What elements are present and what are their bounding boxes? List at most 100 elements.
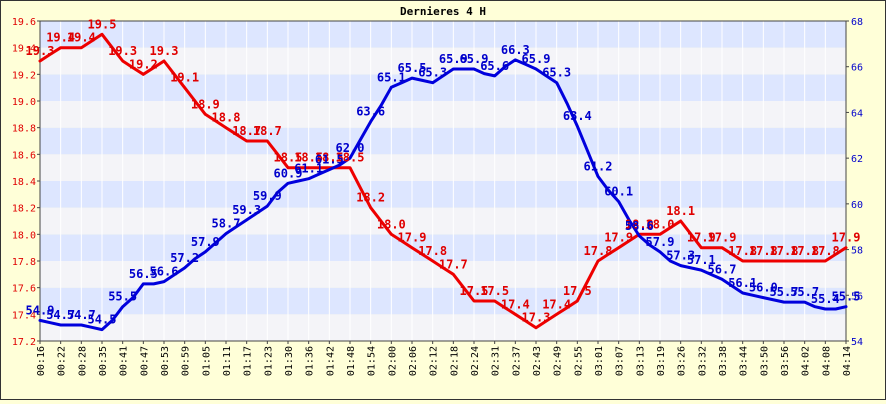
x-tick-label: 03:19 — [656, 346, 667, 376]
data-labels: 19.319.419.419.519.319.219.319.118.918.8… — [26, 17, 861, 326]
data-label: 59.3 — [232, 203, 261, 217]
data-label: 19.4 — [67, 31, 96, 45]
data-label: 17.9 — [398, 231, 427, 245]
y-right-tick-label: 68 — [851, 17, 863, 28]
y-right-tick-label: 62 — [851, 154, 863, 165]
data-label: 54.7 — [46, 308, 75, 322]
data-label: 61.2 — [584, 159, 613, 173]
series-line-left-axis — [38, 32, 848, 330]
y-right-tick-label: 60 — [851, 200, 863, 211]
x-tick-label: 03:26 — [677, 346, 688, 376]
data-label: 54.5 — [88, 313, 117, 327]
y-right-tick-label: 58 — [851, 246, 863, 257]
x-tick-label: 02:49 — [553, 346, 564, 376]
x-tick-label: 01:54 — [367, 346, 378, 376]
x-tick-label: 02:18 — [449, 346, 460, 376]
data-label: 60.9 — [274, 166, 303, 180]
data-label: 63.4 — [563, 109, 592, 123]
data-label: 17.9 — [604, 231, 633, 245]
x-axis: 00:16 00:22 00:28 00:35 00:41 00:47 00:53 00:59… — [36, 341, 853, 376]
data-label: 19.3 — [150, 44, 179, 58]
x-tick-label: 01:11 — [222, 346, 233, 376]
data-label: 18.9 — [191, 97, 220, 111]
plot-band — [40, 74, 846, 101]
x-tick-label: 02:55 — [573, 346, 584, 376]
data-label: 65.9 — [460, 52, 489, 66]
y-left-tick-label: 19.6 — [12, 17, 36, 28]
data-label: 57.1 — [687, 253, 716, 267]
x-tick-label: 03:38 — [718, 346, 729, 376]
data-label: 19.4 — [46, 31, 75, 45]
data-label: 17.4 — [501, 297, 530, 311]
data-label: 17.8 — [790, 244, 819, 258]
x-tick-label: 01:42 — [325, 346, 336, 376]
plot-background — [40, 21, 846, 341]
x-tick-label: 03:07 — [615, 346, 626, 376]
data-label: 17.5 — [480, 284, 509, 298]
data-label: 56.5 — [129, 267, 158, 281]
x-tick-label: 01:17 — [243, 346, 254, 376]
data-label: 17.5 — [563, 284, 592, 298]
plot-band — [40, 101, 846, 128]
data-label: 54.9 — [26, 303, 55, 317]
y-left-tick-label: 18.2 — [12, 204, 36, 215]
data-label: 17.7 — [439, 257, 468, 271]
data-label: 17.5 — [460, 284, 489, 298]
y-axis-right: 54 56 58 60 62 64 66 68 — [846, 17, 863, 348]
y-right-tick-label: 54 — [851, 337, 863, 348]
y-left-tick-label: 17.4 — [12, 310, 36, 321]
data-label: 66.3 — [501, 43, 530, 57]
data-label: 19.5 — [88, 17, 117, 31]
y-left-tick-label: 18.4 — [12, 177, 36, 188]
plot-band — [40, 181, 846, 208]
y-left-tick-label: 18.6 — [12, 150, 36, 161]
x-tick-label: 03:13 — [635, 346, 646, 376]
x-tick-label: 00:35 — [98, 346, 109, 376]
data-label: 18.5 — [294, 151, 323, 165]
data-label: 17.8 — [749, 244, 778, 258]
y-left-tick-label: 17.8 — [12, 257, 36, 268]
data-label: 17.3 — [522, 311, 551, 325]
x-tick-label: 02:06 — [408, 346, 419, 376]
data-label: 65.9 — [439, 52, 468, 66]
data-label: 59.9 — [253, 189, 282, 203]
x-tick-label: 02:00 — [387, 346, 398, 376]
y-left-tick-label: 19.4 — [12, 44, 36, 55]
y-left-tick-label: 19.2 — [12, 70, 36, 81]
data-label: 65.3 — [542, 66, 571, 80]
series-lines — [38, 32, 848, 332]
x-tick-label: 04:02 — [801, 346, 812, 376]
x-tick-label: 00:47 — [139, 346, 150, 376]
data-label: 54.7 — [67, 308, 96, 322]
y-right-tick-label: 56 — [851, 291, 863, 302]
data-label: 58.7 — [212, 217, 241, 231]
data-label: 18.5 — [336, 151, 365, 165]
x-tick-label: 04:14 — [842, 346, 853, 376]
x-tick-label: 02:37 — [511, 346, 522, 376]
plot-band — [40, 207, 846, 235]
x-tick-label: 01:23 — [263, 346, 274, 376]
data-label: 18.7 — [232, 124, 261, 138]
x-tick-label: 03:44 — [739, 346, 750, 376]
data-label: 18.5 — [274, 151, 303, 165]
x-tick-label: 02:24 — [470, 346, 481, 376]
data-label: 19.3 — [108, 44, 137, 58]
plot-band — [40, 287, 846, 315]
x-tick-label: 00:53 — [160, 346, 171, 376]
data-label: 61.1 — [294, 162, 323, 176]
data-label: 65.1 — [377, 70, 406, 84]
data-label: 17.8 — [770, 244, 799, 258]
data-label: 65.5 — [398, 61, 427, 75]
x-tick-label: 03:01 — [594, 346, 605, 376]
data-label: 55.4 — [811, 292, 840, 306]
data-label: 55.5 — [108, 290, 137, 304]
x-tick-label: 01:30 — [284, 346, 295, 376]
data-label: 18.7 — [253, 124, 282, 138]
data-label: 55.5 — [832, 290, 861, 304]
data-label: 19.2 — [129, 57, 158, 71]
data-label: 18.8 — [212, 111, 241, 125]
data-label: 17.4 — [542, 297, 571, 311]
x-tick-label: 02:12 — [429, 346, 440, 376]
data-label: 18.1 — [666, 204, 695, 218]
y-left-tick-label: 17.6 — [12, 284, 36, 295]
